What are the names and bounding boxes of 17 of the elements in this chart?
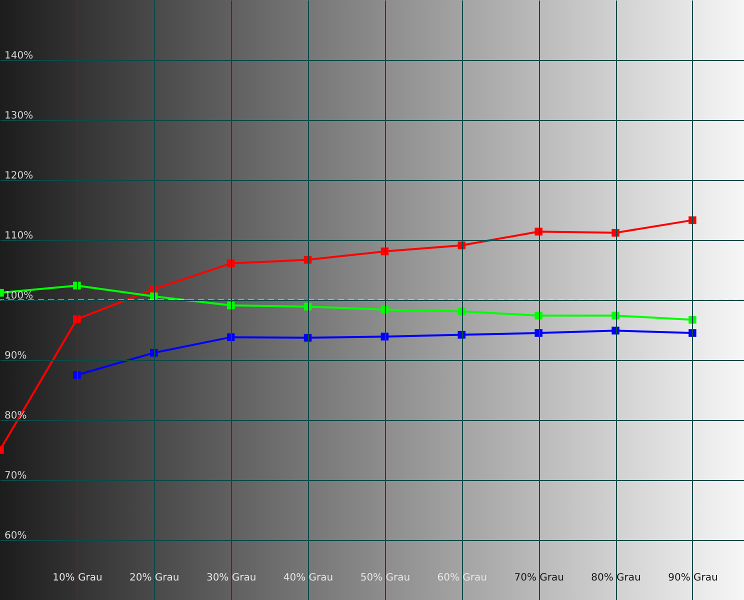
x-tick-label: 20% Grau [130, 572, 180, 584]
y-tick-label: 130% [4, 110, 34, 122]
y-tick-label: 70% [4, 470, 27, 482]
y-tick-label: 90% [4, 350, 27, 362]
x-tick-label: 50% Grau [360, 572, 410, 584]
y-tick-label: 60% [4, 530, 27, 542]
x-tick-label: 10% Grau [52, 572, 102, 584]
x-tick-label: 70% Grau [514, 572, 564, 584]
y-tick-label: 120% [4, 170, 34, 182]
y-tick-label: 140% [4, 50, 34, 62]
y-tick-label: 110% [4, 230, 34, 242]
x-tick-label: 40% Grau [283, 572, 334, 584]
x-tick-label: 60% Grau [437, 572, 487, 584]
x-tick-label: 80% Grau [591, 572, 641, 584]
y-tick-label: 100% [4, 290, 34, 302]
x-tick-label: 30% Grau [206, 572, 256, 584]
x-tick-label: 90% Grau [668, 572, 718, 584]
